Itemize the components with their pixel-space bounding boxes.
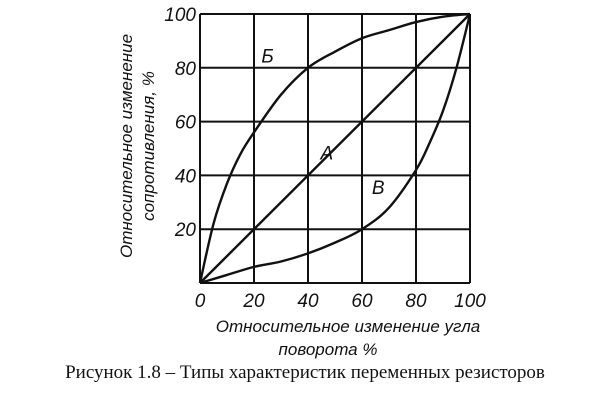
- y-tick-label: 80: [175, 59, 197, 80]
- series-label-2: Б: [261, 46, 273, 67]
- figure-caption: Рисунок 1.8 – Типы характеристик перемен…: [65, 362, 545, 383]
- y-tick-label: 20: [174, 220, 197, 241]
- x-tick-label: 20: [242, 291, 265, 312]
- y-tick-label: 60: [175, 113, 197, 134]
- y-tick-label: 100: [164, 5, 196, 26]
- x-tick-label: 60: [351, 291, 373, 312]
- series-line-2: [198, 12, 471, 284]
- y-tick-label: 40: [175, 166, 197, 187]
- grid-lines: [199, 13, 471, 284]
- series-line-3: [199, 13, 472, 285]
- y-axis-label-line1: Относительное изменение: [117, 34, 136, 258]
- x-tick-label: 80: [405, 291, 427, 312]
- x-axis-label-line2: поворота %: [279, 340, 378, 359]
- series-line-1: [199, 13, 471, 284]
- x-tick-label: 0: [195, 291, 206, 312]
- curve-labels: А Б В: [261, 46, 385, 199]
- x-axis-label-line1: Относительное изменение угла: [216, 317, 481, 336]
- series-label-3: В: [372, 178, 385, 199]
- y-axis-label-line2: сопротивления, %: [139, 71, 158, 221]
- series-group: [198, 12, 472, 285]
- x-tick-label: 100: [454, 291, 486, 312]
- series-label-1: А: [320, 143, 334, 164]
- x-tick-label: 40: [297, 291, 319, 312]
- tick-labels: 0 20 40 60 80 100 20 40 60 80 100: [164, 5, 486, 312]
